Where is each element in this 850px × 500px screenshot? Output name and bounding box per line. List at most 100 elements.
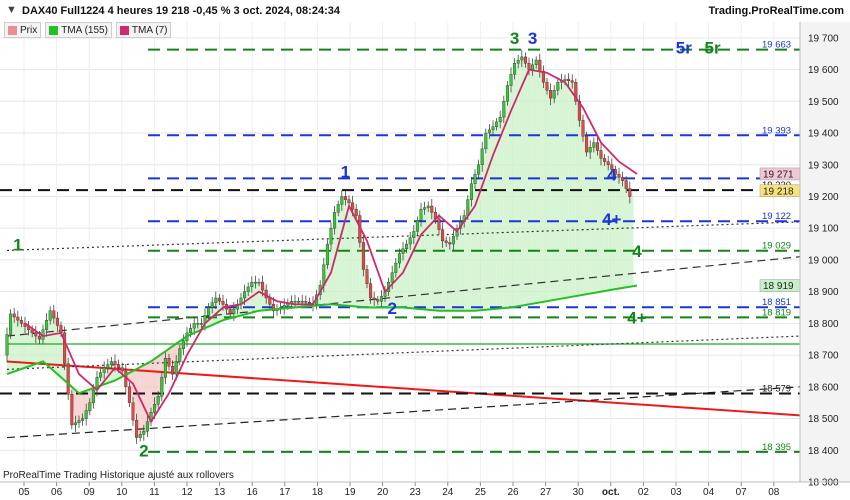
candle-body[interactable] — [516, 59, 520, 64]
candle-body[interactable] — [549, 90, 553, 99]
candle-body[interactable] — [221, 300, 225, 305]
candle-body[interactable] — [505, 85, 509, 102]
candle-body[interactable] — [16, 316, 20, 321]
candle-body[interactable] — [430, 205, 434, 213]
candle-body[interactable] — [617, 174, 621, 178]
candle-body[interactable] — [372, 297, 376, 300]
candle-body[interactable] — [181, 340, 185, 349]
candle-body[interactable] — [412, 231, 416, 238]
candle-body[interactable] — [138, 434, 142, 438]
candle-body[interactable] — [48, 310, 52, 321]
candle-body[interactable] — [401, 248, 405, 254]
candle-body[interactable] — [59, 325, 63, 334]
candle-body[interactable] — [19, 320, 23, 324]
candle-body[interactable] — [232, 308, 236, 315]
candle-body[interactable] — [545, 82, 549, 91]
candle-body[interactable] — [109, 361, 113, 365]
candle-body[interactable] — [473, 174, 477, 184]
candle-body[interactable] — [419, 208, 423, 221]
candle-body[interactable] — [552, 90, 556, 99]
candle-body[interactable] — [567, 78, 571, 81]
candle-body[interactable] — [163, 358, 167, 378]
candle-body[interactable] — [217, 297, 221, 302]
candle-body[interactable] — [354, 208, 358, 216]
candle-body[interactable] — [451, 235, 455, 245]
candle-body[interactable] — [606, 161, 610, 165]
candle-body[interactable] — [91, 389, 95, 403]
candle-body[interactable] — [588, 147, 592, 153]
candle-body[interactable] — [527, 63, 531, 70]
candle-body[interactable] — [343, 196, 347, 200]
candle-body[interactable] — [243, 291, 247, 299]
candle-body[interactable] — [156, 396, 160, 405]
candle-body[interactable] — [599, 150, 603, 159]
candle-body[interactable] — [570, 80, 574, 83]
candle-body[interactable] — [444, 240, 448, 243]
candle-body[interactable] — [592, 142, 596, 148]
candle-body[interactable] — [117, 364, 121, 368]
candle-body[interactable] — [45, 320, 49, 330]
candle-body[interactable] — [66, 363, 70, 395]
candle-body[interactable] — [271, 304, 275, 311]
candle-body[interactable] — [495, 121, 499, 127]
candle-body[interactable] — [30, 329, 34, 334]
candle-body[interactable] — [307, 302, 311, 304]
candle-body[interactable] — [88, 402, 92, 411]
candle-body[interactable] — [365, 269, 369, 284]
candle-body[interactable] — [437, 218, 441, 230]
candle-body[interactable] — [214, 297, 218, 303]
candle-body[interactable] — [63, 332, 67, 364]
candle-body[interactable] — [498, 116, 502, 123]
candle-body[interactable] — [351, 202, 355, 210]
candle-body[interactable] — [361, 242, 365, 270]
candle-body[interactable] — [52, 310, 56, 319]
candle-body[interactable] — [113, 361, 117, 365]
candle-body[interactable] — [246, 286, 250, 292]
candle-body[interactable] — [189, 327, 193, 334]
candle-body[interactable] — [300, 300, 304, 303]
candle-body[interactable] — [477, 164, 481, 175]
candle-body[interactable] — [336, 204, 340, 213]
candle-body[interactable] — [37, 335, 41, 340]
candle-body[interactable] — [390, 272, 394, 283]
candle-body[interactable] — [333, 212, 337, 229]
candle-body[interactable] — [581, 120, 585, 137]
candle-body[interactable] — [167, 358, 171, 367]
candle-body[interactable] — [441, 229, 445, 242]
candle-body[interactable] — [628, 188, 632, 197]
candle-body[interactable] — [145, 421, 149, 432]
legend-tma155[interactable]: TMA (155) — [45, 22, 112, 38]
candle-body[interactable] — [84, 410, 88, 419]
candle-body[interactable] — [405, 243, 409, 250]
candle-body[interactable] — [81, 418, 85, 421]
candle-body[interactable] — [131, 402, 135, 421]
candle-body[interactable] — [207, 307, 211, 316]
candle-body[interactable] — [379, 296, 383, 302]
candle-body[interactable] — [325, 243, 329, 265]
candle-body[interactable] — [34, 332, 38, 337]
candle-body[interactable] — [70, 394, 74, 426]
candle-body[interactable] — [448, 242, 452, 245]
candle-body[interactable] — [585, 136, 589, 153]
candle-body[interactable] — [556, 82, 560, 91]
candle-body[interactable] — [210, 302, 214, 308]
candle-body[interactable] — [541, 70, 545, 83]
candle-body[interactable] — [282, 305, 286, 308]
candle-body[interactable] — [487, 129, 491, 134]
candle-body[interactable] — [480, 148, 484, 165]
candle-body[interactable] — [423, 207, 427, 210]
candle-body[interactable] — [174, 361, 178, 375]
candle-body[interactable] — [408, 237, 412, 245]
candle-body[interactable] — [595, 142, 599, 151]
candle-body[interactable] — [621, 177, 625, 181]
candle-body[interactable] — [610, 164, 614, 170]
candle-body[interactable] — [199, 323, 203, 325]
candle-body[interactable] — [484, 132, 488, 150]
candle-body[interactable] — [534, 59, 538, 66]
candle-body[interactable] — [523, 56, 527, 64]
candle-body[interactable] — [538, 59, 542, 72]
candle-body[interactable] — [397, 253, 401, 264]
time-axis-panel[interactable] — [0, 482, 850, 500]
candle-body[interactable] — [196, 323, 200, 325]
candle-body[interactable] — [12, 313, 16, 318]
